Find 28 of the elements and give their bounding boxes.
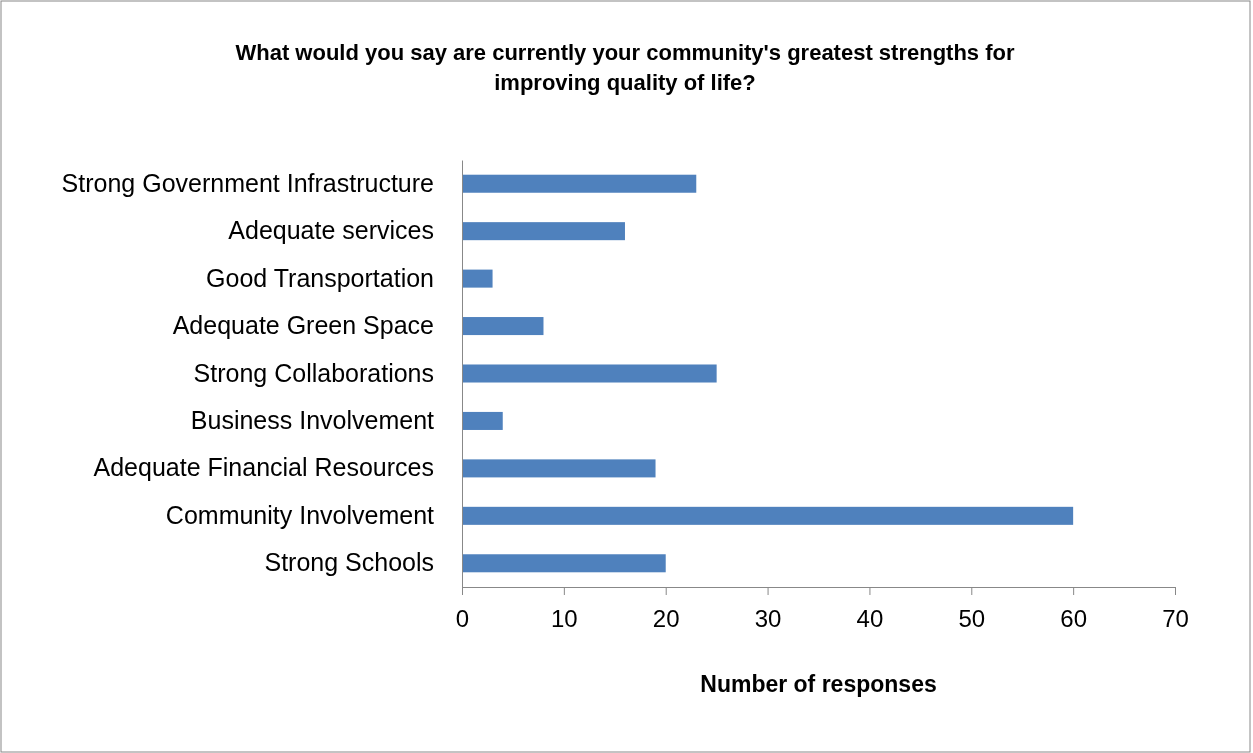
bar (462, 174, 697, 193)
bar (462, 364, 717, 383)
x-tick-label: 60 (1060, 604, 1087, 632)
y-tick-label: Adequate Financial Resources (93, 453, 434, 482)
y-tick-label: Strong Government Infrastructure (61, 168, 434, 197)
x-tick-label: 40 (856, 604, 884, 632)
bar (462, 269, 493, 288)
y-tick-label: Strong Collaborations (193, 358, 434, 387)
x-tick-label: 20 (652, 604, 680, 632)
bar (462, 222, 625, 241)
x-tick-label: 10 (551, 604, 578, 632)
x-tick-label: 0 (455, 604, 470, 632)
bar (462, 554, 666, 573)
x-tick-label: 30 (754, 604, 782, 632)
y-tick-label: Adequate Green Space (172, 311, 434, 340)
bar (462, 317, 544, 336)
y-tick-label: Community Involvement (165, 500, 435, 529)
x-axis-title: Number of responses (700, 671, 937, 697)
bar (462, 459, 656, 478)
bar (462, 506, 1074, 525)
x-tick-label: 50 (958, 604, 986, 632)
y-tick-label: Adequate services (228, 216, 434, 245)
x-tick-label: 70 (1162, 604, 1189, 632)
y-tick-label: Business Involvement (190, 405, 435, 434)
chart-title: What would you say are currently your community's greatest strengths for improving quality of life? (235, 40, 1015, 95)
y-tick-label: Good Transportation (206, 263, 434, 292)
bar (462, 411, 503, 430)
y-tick-label: Strong Schools (264, 548, 434, 577)
